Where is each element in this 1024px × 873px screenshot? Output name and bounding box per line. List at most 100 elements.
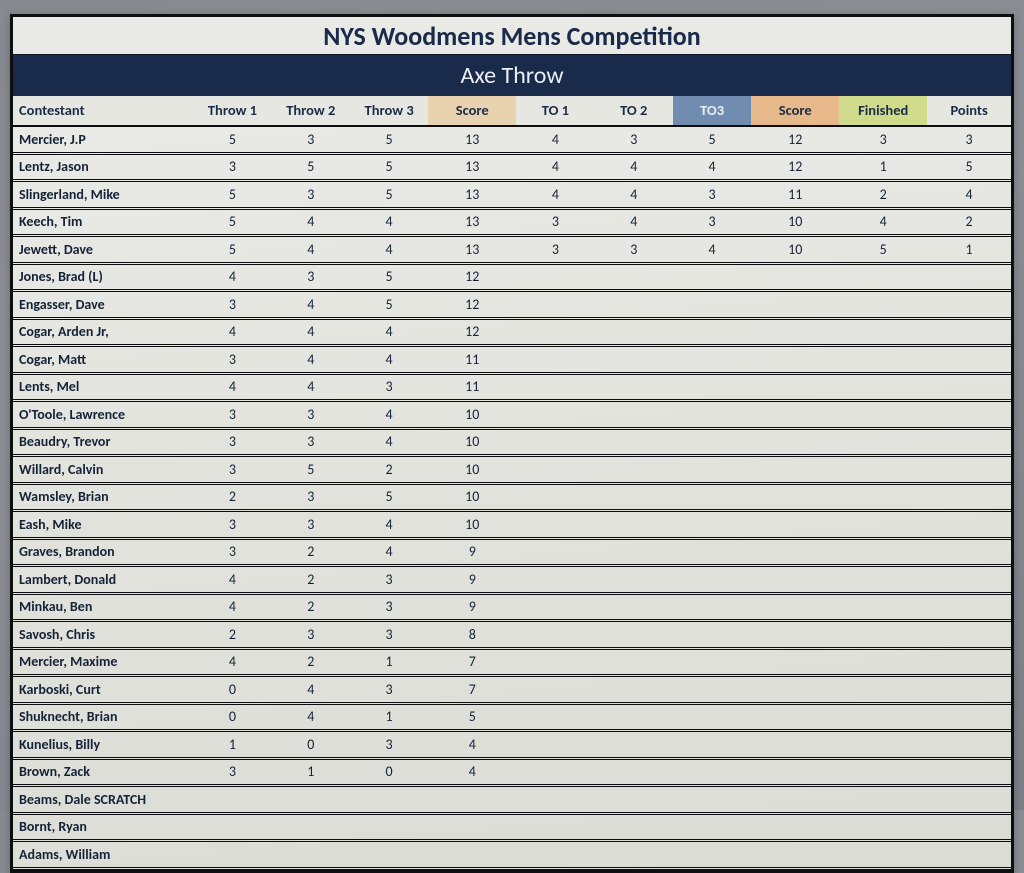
cell-to1 (516, 428, 594, 456)
cell-throw3: 5 (350, 153, 428, 181)
cell-to2 (595, 758, 673, 786)
cell-score1: 7 (428, 676, 516, 704)
cell-score2 (751, 346, 839, 374)
cell-name: Graves, Brandon (13, 538, 193, 566)
cell-finished (839, 758, 927, 786)
cell-name: Adams, William (13, 841, 193, 869)
cell-finished (839, 456, 927, 484)
cell-to3 (673, 786, 751, 814)
cell-score1: 10 (428, 511, 516, 539)
cell-throw1 (193, 786, 271, 814)
cell-finished (839, 731, 927, 759)
cell-to1 (516, 758, 594, 786)
cell-throw1: 3 (193, 346, 271, 374)
table-row: Savosh, Chris2338 (13, 621, 1011, 649)
cell-name: Eash, Mike (13, 511, 193, 539)
cell-finished (839, 648, 927, 676)
cell-to2 (595, 291, 673, 319)
cell-points (927, 676, 1011, 704)
cell-throw1: 4 (193, 648, 271, 676)
table-row: Beams, Dale SCRATCH (13, 786, 1011, 814)
cell-to1: 4 (516, 126, 594, 153)
cell-score2 (751, 703, 839, 731)
cell-to2 (595, 786, 673, 814)
cell-score2 (751, 786, 839, 814)
cell-to3 (673, 538, 751, 566)
cell-score2 (751, 373, 839, 401)
cell-throw2: 0 (272, 731, 350, 759)
cell-to2 (595, 538, 673, 566)
cell-to3 (673, 291, 751, 319)
cell-name: Minkau, Ben (13, 593, 193, 621)
cell-points (927, 538, 1011, 566)
col-to2: TO 2 (595, 96, 673, 126)
cell-score2: 11 (751, 181, 839, 209)
cell-throw1: 4 (193, 263, 271, 291)
cell-score2 (751, 566, 839, 594)
table-row: Jewett, Dave544133341051 (13, 236, 1011, 264)
competition-title: NYS Woodmens Mens Competition (13, 17, 1011, 54)
cell-throw3: 4 (350, 428, 428, 456)
cell-throw1: 1 (193, 731, 271, 759)
cell-score2 (751, 841, 839, 869)
cell-to3 (673, 263, 751, 291)
cell-throw3: 2 (350, 456, 428, 484)
cell-score1: 4 (428, 758, 516, 786)
cell-throw2: 2 (272, 593, 350, 621)
cell-throw2: 2 (272, 566, 350, 594)
cell-throw2: 5 (272, 456, 350, 484)
cell-throw1: 0 (193, 703, 271, 731)
cell-throw1: 2 (193, 621, 271, 649)
cell-throw1: 4 (193, 373, 271, 401)
cell-name: Kunelius, Billy (13, 731, 193, 759)
cell-to1: 3 (516, 236, 594, 264)
cell-to1 (516, 346, 594, 374)
cell-score1: 10 (428, 456, 516, 484)
cell-finished: 5 (839, 236, 927, 264)
cell-throw3: 4 (350, 511, 428, 539)
table-row: Lents, Mel44311 (13, 373, 1011, 401)
cell-to1 (516, 676, 594, 704)
cell-points (927, 731, 1011, 759)
cell-to3 (673, 648, 751, 676)
cell-throw1: 3 (193, 401, 271, 429)
cell-throw1: 3 (193, 511, 271, 539)
cell-points: 5 (927, 153, 1011, 181)
cell-throw1: 3 (193, 291, 271, 319)
cell-finished (839, 538, 927, 566)
cell-to3 (673, 511, 751, 539)
col-score2: Score (751, 96, 839, 126)
cell-name: Beaudry, Trevor (13, 428, 193, 456)
cell-to3 (673, 703, 751, 731)
cell-throw3: 0 (350, 758, 428, 786)
table-row: Brown, Zack3104 (13, 758, 1011, 786)
cell-finished (839, 428, 927, 456)
table-row: Lambert, Donald4239 (13, 566, 1011, 594)
cell-score1: 10 (428, 483, 516, 511)
cell-score2: 12 (751, 153, 839, 181)
cell-to2 (595, 263, 673, 291)
results-table: Contestant Throw 1 Throw 2 Throw 3 Score… (13, 96, 1011, 870)
table-row: Cogar, Arden Jr,44412 (13, 318, 1011, 346)
cell-throw3: 3 (350, 621, 428, 649)
cell-finished (839, 786, 927, 814)
cell-points (927, 841, 1011, 869)
cell-throw1: 3 (193, 428, 271, 456)
cell-name: Keech, Tim (13, 208, 193, 236)
cell-throw2: 3 (272, 263, 350, 291)
cell-throw2 (272, 813, 350, 841)
cell-score1 (428, 813, 516, 841)
cell-score2: 10 (751, 208, 839, 236)
col-throw1: Throw 1 (193, 96, 271, 126)
cell-throw2: 3 (272, 401, 350, 429)
table-row: Cogar, Matt34411 (13, 346, 1011, 374)
cell-score2 (751, 593, 839, 621)
cell-points (927, 566, 1011, 594)
cell-to2 (595, 318, 673, 346)
cell-throw3: 1 (350, 648, 428, 676)
cell-to3 (673, 676, 751, 704)
cell-score1: 10 (428, 428, 516, 456)
cell-score1: 12 (428, 291, 516, 319)
cell-to3 (673, 401, 751, 429)
cell-to3: 3 (673, 181, 751, 209)
